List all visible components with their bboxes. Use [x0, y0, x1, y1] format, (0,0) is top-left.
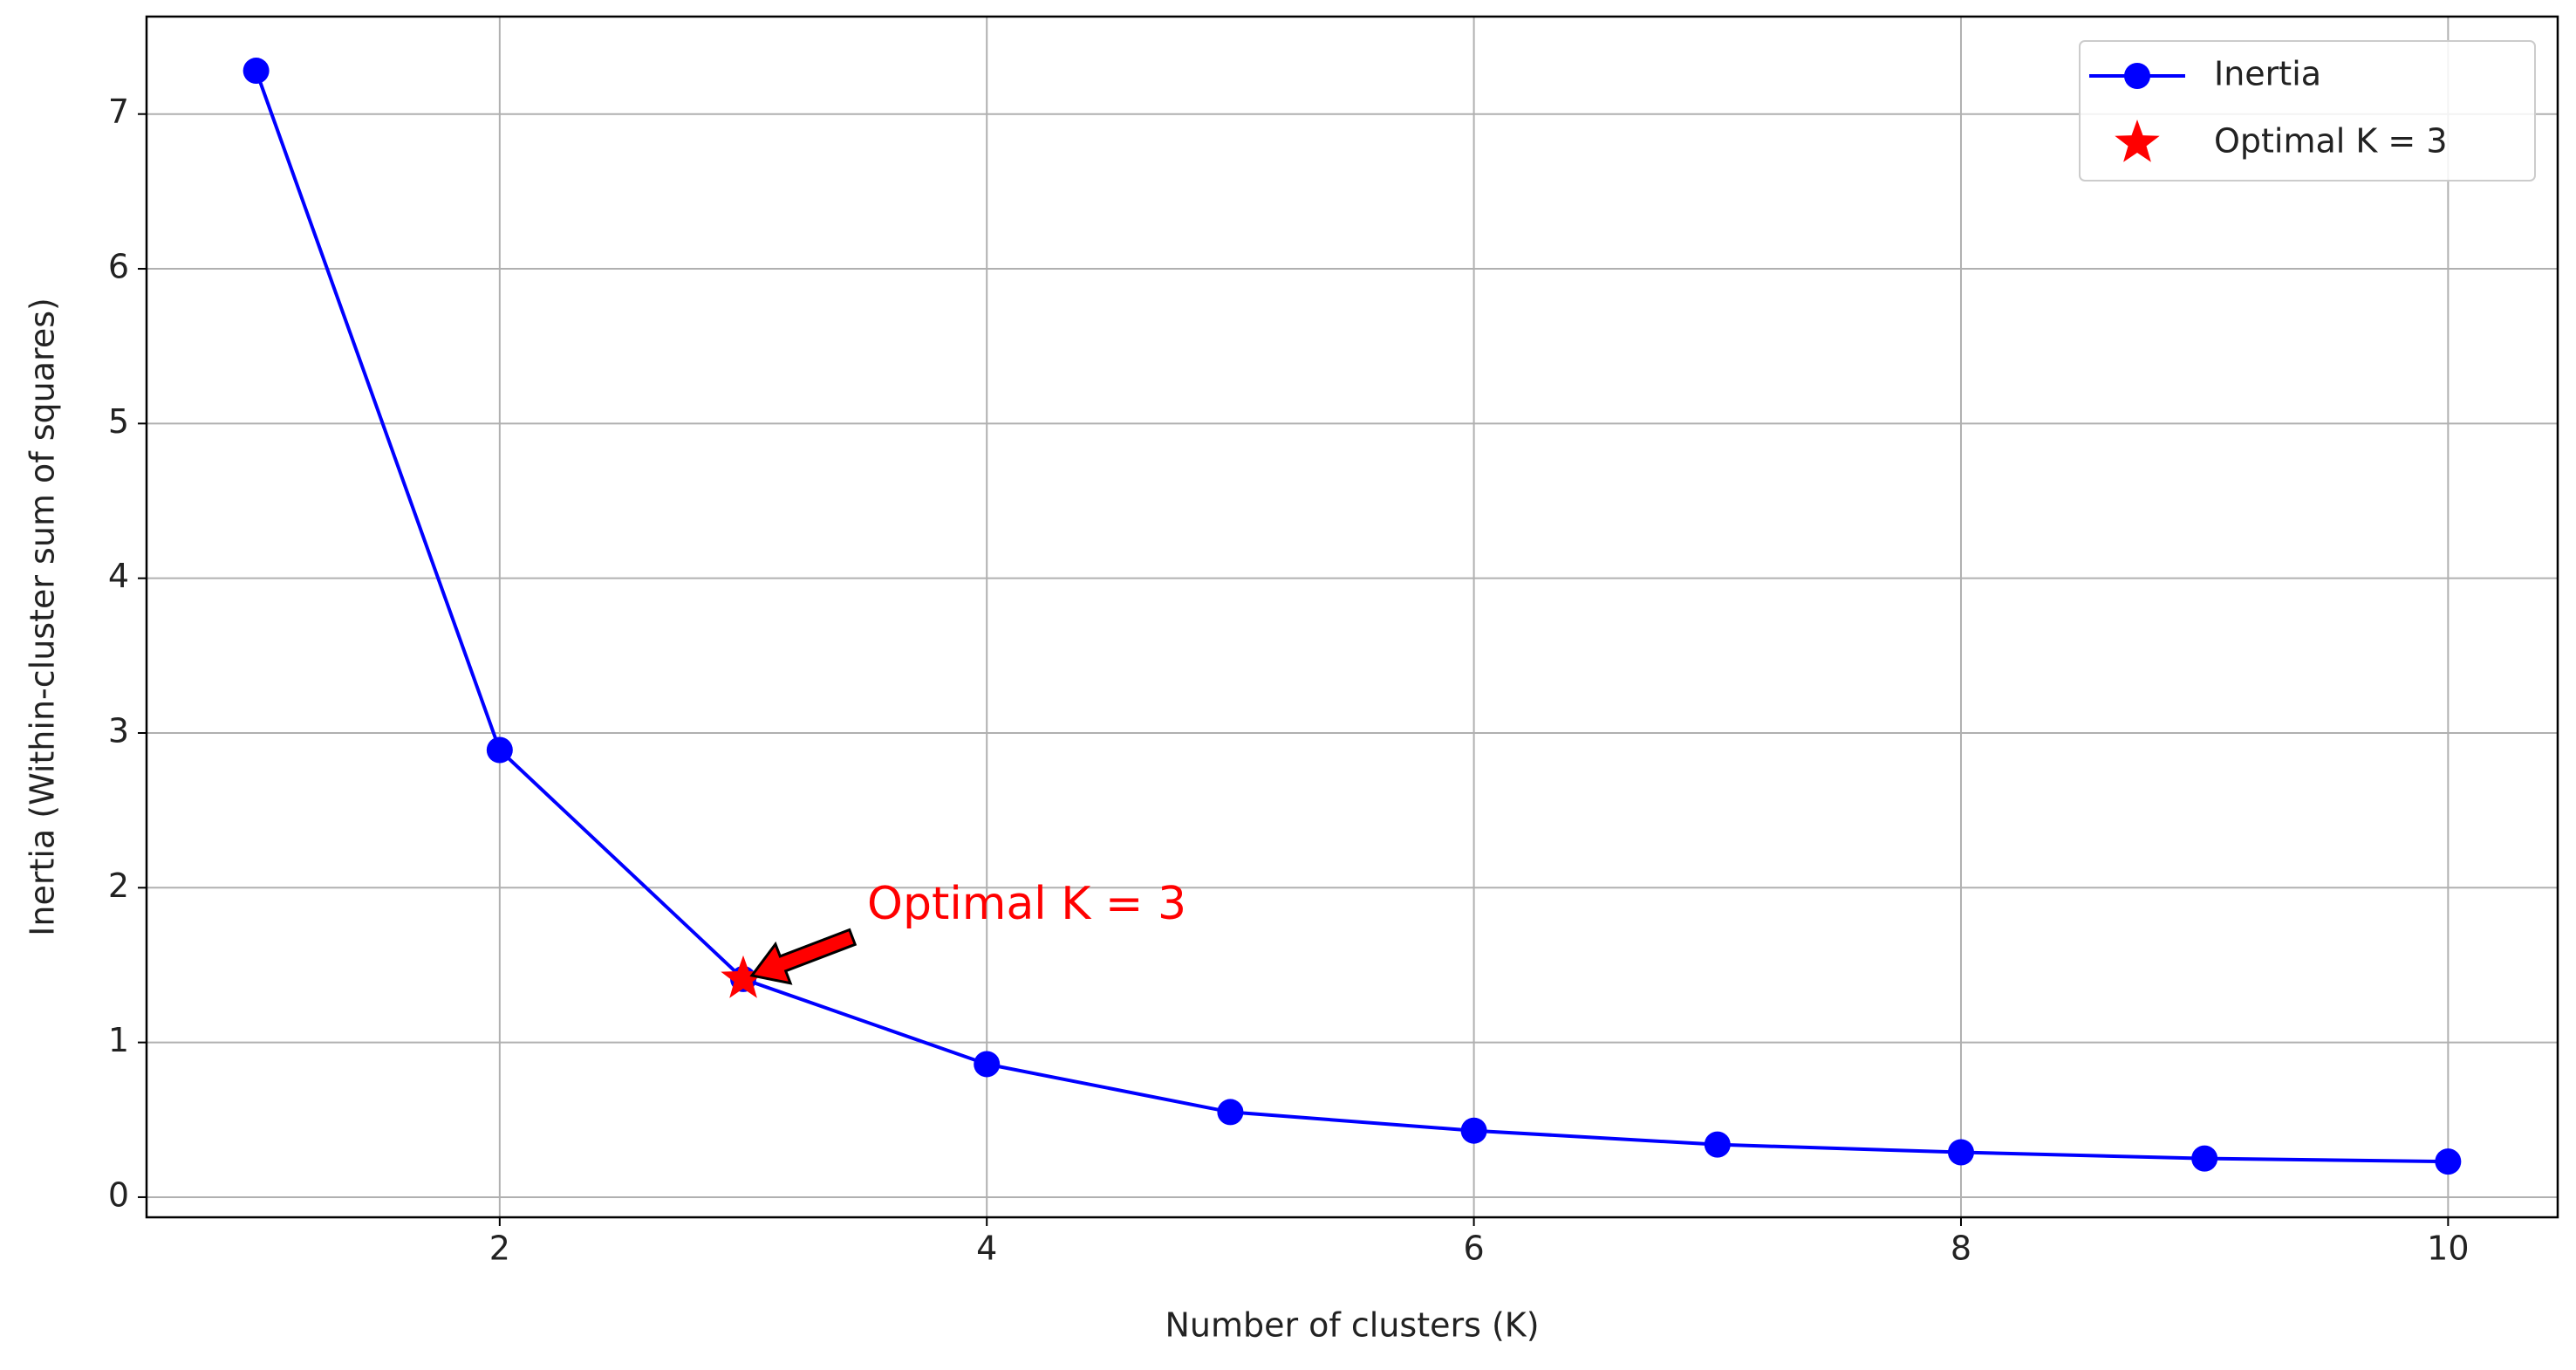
y-tick-label: 5	[108, 402, 129, 441]
legend-label: Optimal K = 3	[2214, 122, 2448, 161]
point	[1217, 1099, 1244, 1126]
legend-box	[2079, 40, 2536, 182]
x-tick-label: 2	[489, 1230, 510, 1268]
y-tick-label: 2	[108, 867, 129, 905]
point	[1460, 1117, 1487, 1144]
y-tick-label: 3	[108, 711, 129, 750]
point	[2191, 1145, 2218, 1172]
point	[1947, 1139, 1974, 1166]
plot-frame	[145, 15, 2559, 1219]
point	[243, 58, 270, 85]
point	[486, 736, 513, 764]
point	[2435, 1148, 2462, 1175]
x-tick-label: 10	[2427, 1230, 2469, 1268]
x-tick-label: 8	[1951, 1230, 1971, 1268]
highlight-star	[721, 955, 766, 998]
y-axis-label: Inertia (Within-cluster sum of squares)	[24, 298, 62, 936]
x-axis-label: Number of clusters (K)	[1165, 1306, 1539, 1345]
y-tick-label: 1	[108, 1021, 129, 1059]
y-tick-label: 6	[108, 248, 129, 286]
annotation-arrow	[749, 928, 858, 985]
legend-marker	[2124, 63, 2150, 89]
y-tick-label: 7	[108, 92, 129, 131]
y-tick-label: 0	[108, 1175, 129, 1214]
point	[1704, 1131, 1731, 1158]
point	[974, 1051, 1001, 1078]
series-line	[254, 70, 2449, 1164]
legend-label: Inertia	[2214, 55, 2321, 93]
annotation-text: Optimal K = 3	[867, 878, 1186, 930]
y-tick-label: 4	[108, 557, 129, 595]
x-tick-label: 4	[976, 1230, 997, 1268]
legend-star	[2115, 120, 2160, 162]
x-tick-label: 6	[1464, 1230, 1485, 1268]
